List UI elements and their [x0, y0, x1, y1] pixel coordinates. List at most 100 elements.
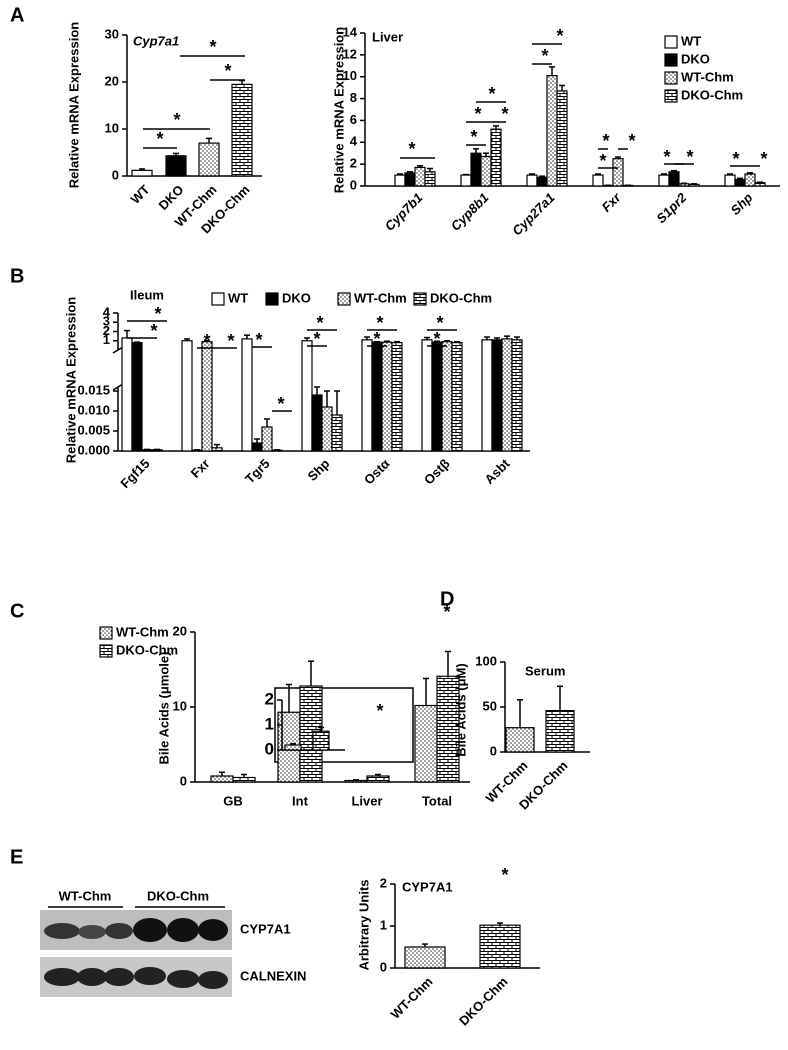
significance-star: *	[436, 313, 443, 333]
y-tick-label: 0	[380, 959, 387, 974]
chart-title: Liver	[372, 29, 403, 44]
y-tick-label: 4	[350, 134, 358, 149]
bar	[724, 174, 736, 187]
significance-star: *	[663, 147, 670, 167]
x-tick-label: Fxr	[188, 456, 213, 481]
significance-star: *	[373, 329, 380, 349]
bar	[546, 75, 558, 187]
x-tick-label: Fgf15	[117, 456, 152, 491]
bar	[414, 704, 438, 783]
bar	[441, 341, 453, 452]
y-tick-label: 2	[265, 689, 274, 708]
blot-group-label: WT-Chm	[59, 888, 112, 903]
legend-label: WT-Chm	[116, 624, 169, 639]
x-tick-label: WT-Chm	[388, 974, 436, 1022]
legend-swatch	[413, 292, 427, 306]
y-axis-label: Bile Acids (μM)	[453, 663, 468, 756]
legend-swatch	[211, 292, 225, 306]
x-tick-label: Tgr5	[242, 456, 273, 487]
x-tick-label: Liver	[351, 793, 382, 808]
panel-letter: B	[10, 265, 24, 287]
blot-group-label: DKO-Chm	[147, 888, 209, 903]
y-tick-label: 0	[490, 743, 497, 758]
y-tick-label: 0	[180, 773, 187, 788]
y-tick-label: 0	[265, 739, 274, 758]
bar	[321, 406, 333, 452]
significance-star: *	[501, 865, 508, 885]
y-tick-label: 14	[343, 24, 358, 39]
bar	[165, 155, 187, 177]
bar	[545, 709, 575, 753]
bar	[312, 730, 330, 751]
y-tick-label: 10	[105, 120, 119, 135]
bar	[421, 339, 433, 452]
bar	[366, 775, 390, 783]
bar	[391, 342, 403, 452]
bar	[451, 342, 463, 452]
bar	[201, 341, 213, 452]
legend-label: DKO-Chm	[116, 642, 178, 657]
panel-letter: E	[10, 846, 23, 868]
y-tick-label: 2	[380, 875, 387, 890]
significance-star: *	[255, 330, 262, 350]
bar	[301, 340, 313, 452]
y-tick-label: 100	[475, 653, 497, 668]
bar	[371, 341, 383, 452]
bar	[210, 775, 234, 783]
blot-band-label: CYP7A1	[240, 921, 291, 936]
bar	[744, 173, 756, 187]
significance-star: *	[376, 313, 383, 333]
bar	[556, 90, 568, 187]
x-tick-label: GB	[223, 793, 243, 808]
bar	[479, 924, 521, 969]
bar	[251, 442, 263, 452]
bar	[404, 946, 446, 969]
significance-star: *	[628, 131, 635, 151]
legend-swatch	[99, 626, 113, 640]
bar	[311, 394, 323, 452]
significance-star: *	[277, 394, 284, 414]
y-tick-label: 30	[105, 26, 119, 41]
bar	[501, 338, 513, 452]
bar	[211, 447, 223, 452]
legend-swatch	[664, 35, 678, 49]
x-tick-label: Int	[292, 793, 309, 808]
legend-swatch	[265, 292, 279, 306]
bar	[231, 83, 253, 177]
y-tick-label: 50	[483, 698, 497, 713]
significance-star: *	[156, 129, 163, 149]
bar	[381, 341, 393, 452]
significance-star: *	[154, 304, 161, 324]
bar	[198, 142, 220, 177]
y-axis-label: Relative mRNA Expression	[63, 297, 78, 463]
y-tick-label: 2	[350, 156, 357, 171]
bar	[414, 166, 426, 187]
y-tick-label: 0	[350, 177, 357, 192]
x-tick-label: Cyp27a1	[509, 190, 557, 238]
bar	[131, 342, 143, 452]
y-tick-label: 3	[103, 314, 110, 329]
y-axis-label: Relative mRNA Expression	[66, 22, 81, 188]
significance-star: *	[227, 331, 234, 351]
significance-star: *	[732, 149, 739, 169]
y-tick-label: 1	[380, 917, 387, 932]
significance-star: *	[313, 329, 320, 349]
x-tick-label: Asbt	[482, 455, 514, 487]
bar	[404, 172, 416, 187]
significance-star: *	[599, 151, 606, 171]
y-tick-label: 0	[112, 167, 119, 182]
y-axis-label: Relative mRNA Expression	[331, 27, 346, 193]
y-tick-label: 1	[103, 332, 110, 347]
chart-title: CYP7A1	[402, 879, 453, 894]
y-tick-label: 0.015	[77, 382, 110, 397]
bar	[232, 776, 256, 783]
panel-letter: A	[10, 4, 24, 26]
x-tick-label: Ostβ	[421, 456, 453, 488]
bar	[612, 158, 624, 187]
bar	[490, 128, 502, 187]
bar	[491, 339, 503, 452]
bar	[526, 174, 538, 187]
bar	[678, 183, 690, 187]
significance-star: *	[686, 147, 693, 167]
